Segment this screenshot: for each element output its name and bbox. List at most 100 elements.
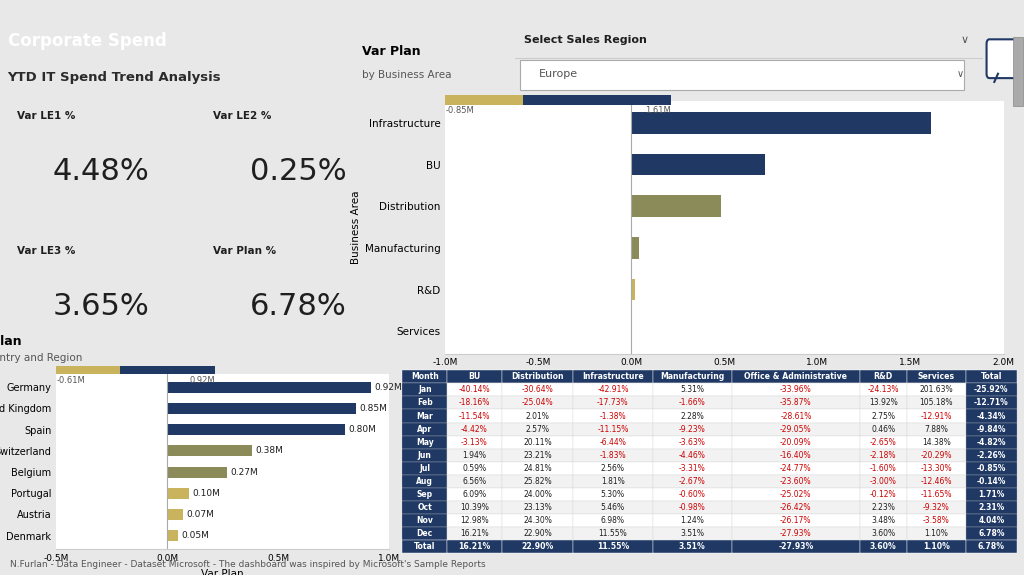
- Bar: [502, 409, 573, 423]
- Bar: [732, 384, 860, 396]
- Text: 11.55%: 11.55%: [598, 529, 628, 538]
- Bar: [860, 423, 906, 436]
- Text: 2.23%: 2.23%: [871, 503, 895, 512]
- Text: 23.21%: 23.21%: [523, 451, 552, 459]
- Text: -17.73%: -17.73%: [597, 398, 629, 408]
- Bar: [632, 279, 635, 301]
- Text: 4.48%: 4.48%: [53, 158, 150, 186]
- Bar: [966, 527, 1017, 540]
- Text: Jul: Jul: [419, 464, 430, 473]
- Text: 5.46%: 5.46%: [601, 503, 625, 512]
- Bar: [167, 530, 178, 541]
- Text: 4.04%: 4.04%: [978, 516, 1005, 525]
- Text: -3.13%: -3.13%: [461, 438, 487, 447]
- Text: Corporate Spend: Corporate Spend: [7, 32, 166, 50]
- Text: 0.59%: 0.59%: [463, 464, 486, 473]
- Text: by Business Area: by Business Area: [361, 70, 452, 80]
- Text: -20.29%: -20.29%: [921, 451, 952, 459]
- X-axis label: Var Plan: Var Plan: [202, 569, 244, 575]
- Text: 16.21%: 16.21%: [460, 529, 488, 538]
- Text: -1.60%: -1.60%: [870, 464, 897, 473]
- Bar: [402, 396, 446, 409]
- Bar: [402, 488, 446, 501]
- Bar: [652, 540, 732, 553]
- Bar: [906, 488, 966, 501]
- Bar: [120, 366, 215, 374]
- Text: 0.46%: 0.46%: [871, 424, 895, 434]
- Bar: [402, 370, 446, 384]
- Bar: [652, 436, 732, 449]
- Bar: [502, 540, 573, 553]
- Text: Month: Month: [411, 373, 438, 381]
- Text: 0.85M: 0.85M: [359, 404, 387, 413]
- Bar: [502, 514, 573, 527]
- Text: -12.91%: -12.91%: [921, 412, 952, 420]
- Bar: [446, 488, 502, 501]
- Bar: [906, 448, 966, 462]
- Text: 25.82%: 25.82%: [523, 477, 552, 486]
- Bar: [860, 436, 906, 449]
- Text: 1.81%: 1.81%: [601, 477, 625, 486]
- Text: -40.14%: -40.14%: [459, 385, 490, 394]
- FancyBboxPatch shape: [520, 60, 965, 90]
- Text: -3.58%: -3.58%: [923, 516, 949, 525]
- Bar: [966, 384, 1017, 396]
- Bar: [860, 501, 906, 514]
- Bar: [732, 409, 860, 423]
- Text: 2.56%: 2.56%: [601, 464, 625, 473]
- Bar: [573, 396, 652, 409]
- Text: Mar: Mar: [417, 412, 433, 420]
- Text: 23.13%: 23.13%: [523, 503, 552, 512]
- Text: 10.39%: 10.39%: [460, 503, 488, 512]
- Bar: [652, 462, 732, 475]
- Text: -26.17%: -26.17%: [780, 516, 812, 525]
- Bar: [966, 488, 1017, 501]
- Bar: [860, 527, 906, 540]
- Bar: [906, 514, 966, 527]
- Text: -24.13%: -24.13%: [867, 385, 899, 394]
- Bar: [446, 436, 502, 449]
- Text: -9.84%: -9.84%: [977, 424, 1007, 434]
- Bar: [573, 436, 652, 449]
- Text: -2.65%: -2.65%: [870, 438, 897, 447]
- Bar: [732, 396, 860, 409]
- Text: -0.12%: -0.12%: [870, 490, 897, 499]
- Bar: [652, 384, 732, 396]
- Text: 1.10%: 1.10%: [923, 542, 949, 551]
- Text: 5.31%: 5.31%: [680, 385, 705, 394]
- Bar: [906, 436, 966, 449]
- Text: 24.81%: 24.81%: [523, 464, 552, 473]
- Bar: [632, 196, 721, 217]
- Bar: [732, 540, 860, 553]
- Bar: [966, 514, 1017, 527]
- Bar: [573, 527, 652, 540]
- Text: Office & Administrative: Office & Administrative: [744, 373, 847, 381]
- Bar: [860, 475, 906, 488]
- Text: 0.27M: 0.27M: [230, 467, 258, 477]
- Bar: [966, 423, 1017, 436]
- Text: Infrastructure: Infrastructure: [582, 373, 644, 381]
- Bar: [732, 527, 860, 540]
- Bar: [966, 409, 1017, 423]
- Text: Var LE2 %: Var LE2 %: [213, 111, 271, 121]
- Bar: [446, 409, 502, 423]
- Bar: [573, 514, 652, 527]
- Bar: [167, 466, 227, 478]
- Text: -25.04%: -25.04%: [522, 398, 553, 408]
- Text: -2.18%: -2.18%: [870, 451, 897, 459]
- Bar: [860, 396, 906, 409]
- Bar: [446, 396, 502, 409]
- Text: -25.02%: -25.02%: [780, 490, 812, 499]
- Text: -3.00%: -3.00%: [869, 477, 897, 486]
- Text: -9.23%: -9.23%: [679, 424, 706, 434]
- Bar: [860, 409, 906, 423]
- Bar: [446, 527, 502, 540]
- Text: 0.07M: 0.07M: [186, 510, 214, 519]
- Bar: [573, 370, 652, 384]
- Text: 14.38%: 14.38%: [922, 438, 950, 447]
- Bar: [167, 382, 372, 393]
- Text: 0.10M: 0.10M: [193, 489, 220, 498]
- Bar: [906, 423, 966, 436]
- Bar: [860, 370, 906, 384]
- Bar: [402, 540, 446, 553]
